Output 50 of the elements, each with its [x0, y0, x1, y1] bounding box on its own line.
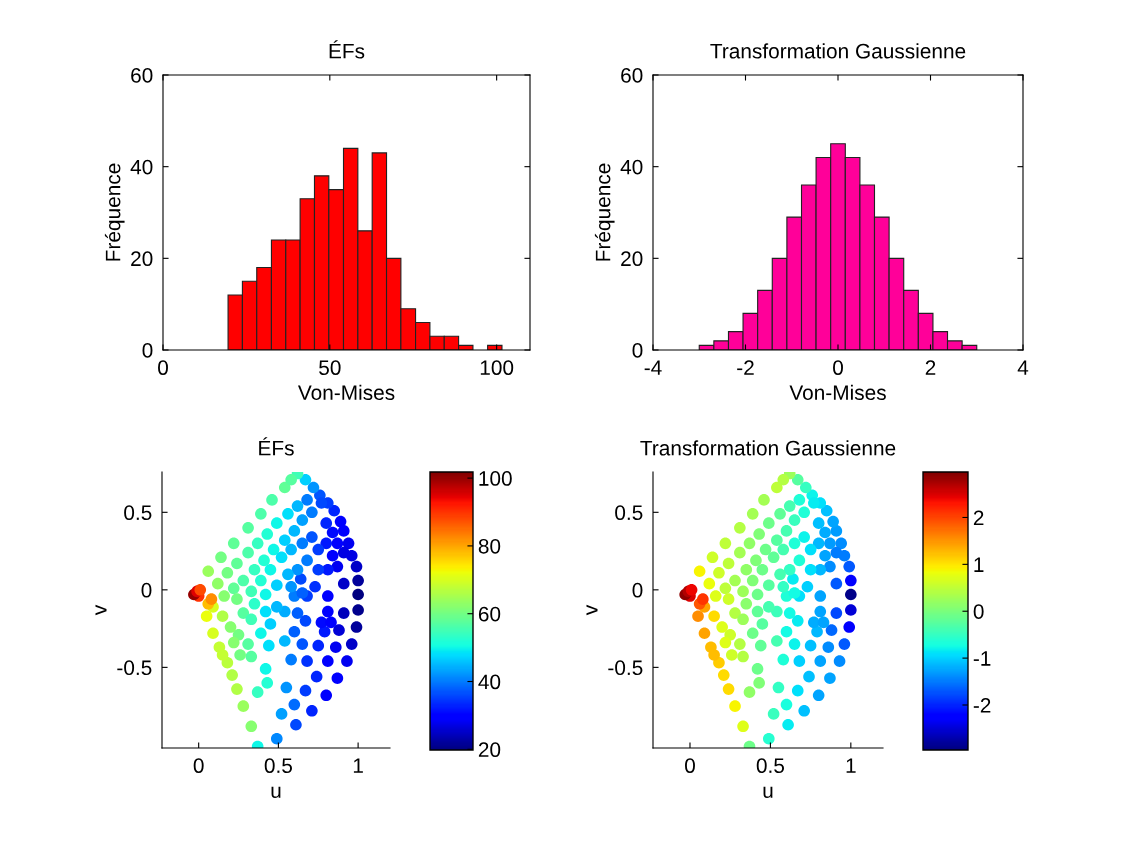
- color-bar-label: 100: [479, 471, 512, 486]
- y-axis-title: Fréquence: [104, 163, 125, 261]
- x-tick-label: 0: [193, 758, 204, 774]
- color-bar-label: -1: [973, 651, 991, 666]
- x-tick-label: 2: [925, 360, 936, 375]
- color-bar-label: 80: [478, 538, 501, 554]
- x-tick-label: 50: [319, 360, 341, 376]
- chart-title: Transformation Gaussienne: [710, 43, 966, 59]
- color-bar-label: 1: [974, 557, 984, 572]
- chart-title: ÉFs: [329, 40, 365, 59]
- x-tick-label: 0: [158, 360, 168, 376]
- color-bar-label: 40: [478, 674, 501, 690]
- x-tick-label: 0: [833, 360, 843, 376]
- y-tick-label: 20: [131, 251, 153, 267]
- color-bar-label: 60: [478, 606, 501, 622]
- y-tick-label: 0: [142, 343, 153, 358]
- y-tick-label: 20: [621, 251, 643, 267]
- x-tick-label: 0.5: [264, 758, 292, 774]
- x-axis-title: Von-Mises: [297, 384, 395, 400]
- x-tick-label: -4: [644, 360, 662, 375]
- x-axis-title: Von-Mises: [789, 384, 886, 400]
- y-tick-label: 40: [620, 159, 643, 175]
- y-tick-label: -0.5: [608, 660, 643, 676]
- chart-title: ÉFs: [259, 437, 294, 456]
- chart-title: Transformation Gaussienne: [640, 440, 896, 456]
- y-tick-label: 0.5: [124, 505, 152, 521]
- y-tick-label: 0: [141, 582, 152, 598]
- x-tick-label: 0.5: [756, 758, 785, 774]
- x-tick-label: 1: [353, 758, 363, 773]
- y-tick-label: 60: [131, 68, 153, 83]
- color-bar-label: 0: [973, 604, 984, 619]
- y-tick-label: 0: [632, 582, 643, 598]
- y-axis-title: Fréquence: [594, 163, 615, 261]
- y-tick-label: 0: [632, 343, 643, 358]
- y-axis-title: v: [586, 604, 598, 616]
- x-tick-label: 1: [846, 758, 856, 773]
- y-tick-label: -0.5: [117, 660, 152, 676]
- x-axis-title: u: [271, 786, 281, 798]
- y-tick-label: 40: [130, 159, 153, 175]
- color-bar-label: 20: [478, 742, 501, 758]
- x-tick-label: 100: [480, 360, 514, 376]
- y-tick-label: 60: [621, 68, 643, 83]
- y-tick-label: 0.5: [615, 505, 643, 521]
- x-tick-label: 4: [1017, 360, 1029, 375]
- x-axis-title: u: [763, 786, 773, 798]
- color-bar-label: -2: [973, 698, 991, 713]
- y-axis-title: v: [95, 604, 107, 616]
- x-tick-label: 0: [685, 758, 695, 774]
- x-tick-label: -2: [737, 360, 754, 375]
- color-bar-label: 2: [973, 510, 984, 526]
